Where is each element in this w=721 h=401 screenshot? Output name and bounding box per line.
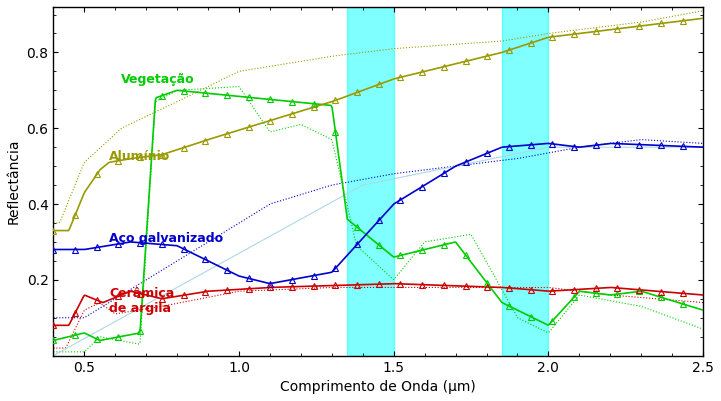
- X-axis label: Comprimento de Onda (μm): Comprimento de Onda (μm): [280, 380, 476, 394]
- Text: Aço galvanizado: Aço galvanizado: [109, 232, 224, 245]
- Y-axis label: Reflectância: Reflectância: [7, 138, 21, 224]
- Text: Cerâmica
de argila: Cerâmica de argila: [109, 287, 174, 315]
- Text: Alumínio: Alumínio: [109, 150, 170, 164]
- Bar: [502, 7, 549, 356]
- Bar: [348, 7, 394, 356]
- Text: Vegetação: Vegetação: [121, 73, 195, 86]
